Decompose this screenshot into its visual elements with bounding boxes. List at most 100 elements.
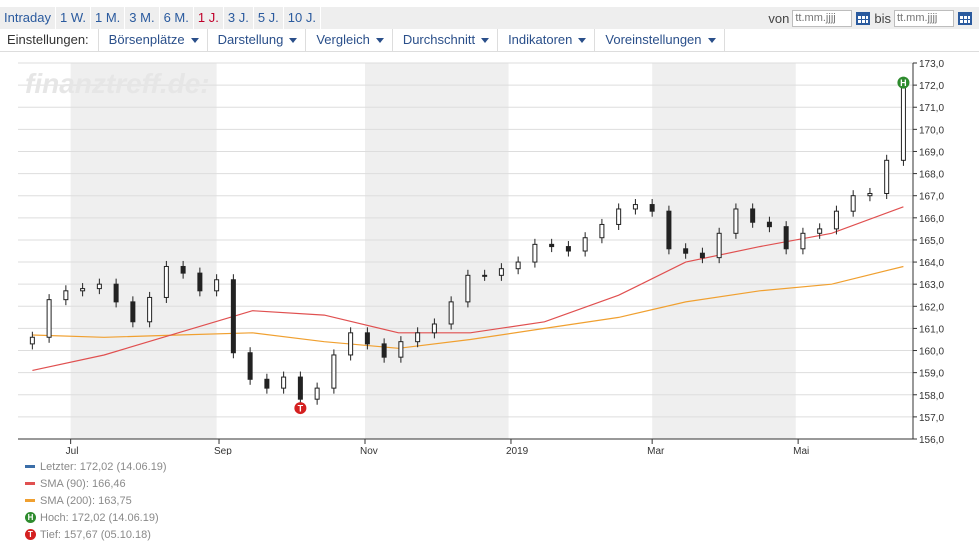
to-label: bis (874, 10, 891, 26)
menu-dropdown-label: Durchschnitt (402, 32, 476, 47)
candle-body (616, 208, 622, 225)
x-tick-label: Mai (793, 446, 809, 455)
legend-item: SMA (200): 163,75 (25, 492, 167, 509)
month-band (652, 63, 796, 439)
candle-body (46, 299, 52, 338)
candle-body (364, 332, 370, 345)
chevron-down-icon (375, 38, 384, 44)
y-tick-label: 157,0 (919, 413, 944, 424)
menu-dropdown[interactable]: Voreinstellungen (595, 29, 725, 51)
candle-body (515, 261, 521, 270)
period-tab[interactable]: 3 M. (125, 7, 160, 29)
y-tick-label: 156,0 (919, 435, 944, 446)
candle-body (113, 283, 119, 303)
candle-body (649, 204, 655, 212)
legend-swatch (25, 465, 35, 468)
menu-dropdown-label: Indikatoren (508, 32, 573, 47)
candle-body (733, 208, 739, 234)
candle-body (867, 192, 873, 197)
watermark: finanztreff.de: (25, 68, 210, 99)
chevron-down-icon (289, 38, 298, 44)
y-tick-label: 161,0 (919, 324, 944, 335)
candle-body (900, 84, 906, 161)
candle-body (683, 248, 689, 254)
candle-body (448, 301, 454, 325)
menu-dropdown[interactable]: Indikatoren (498, 29, 596, 51)
calendar-icon[interactable] (855, 10, 871, 26)
x-tick-label: 2019 (506, 446, 529, 455)
x-tick-label: Mar (647, 446, 665, 455)
settings-menubar: Einstellungen: Börsenplätze Darstellung Ve… (0, 29, 979, 52)
to-date-input[interactable] (894, 9, 954, 27)
y-tick-label: 164,0 (919, 258, 944, 269)
price-chart: 173,0 172,0 171,0 170,0 169,0 168,0 167,0 166,0… (18, 59, 944, 455)
candle-body (381, 343, 387, 358)
period-tabs: Intraday 1 W. 1 M. 3 M. 6 M. 1 J. 3 J. 5 J. 10 J… (0, 7, 321, 29)
legend-item: SMA (90): 166,46 (25, 475, 167, 492)
y-tick-label: 166,0 (919, 214, 944, 225)
settings-menu-items: Börsenplätze Darstellung Vergleich Durchsch… (99, 29, 725, 51)
y-tick-label: 158,0 (919, 391, 944, 402)
candle-body (163, 265, 169, 298)
y-tick-label: 160,0 (919, 347, 944, 358)
period-tab[interactable]: 3 J. (224, 7, 254, 29)
period-tab[interactable]: 1 J. (194, 7, 224, 29)
candle-body (281, 376, 287, 389)
candle-body (884, 159, 890, 194)
x-tick-label: Jul (66, 446, 79, 455)
candle-body (264, 378, 270, 389)
candle-body (482, 274, 488, 277)
legend-swatch (25, 482, 35, 485)
candle-body (632, 204, 638, 210)
candle-body (465, 274, 471, 303)
candle-body (850, 195, 856, 212)
candle-body (96, 283, 102, 290)
candle-body (214, 279, 220, 292)
candle-body (549, 243, 555, 248)
candle-body (63, 290, 69, 301)
from-date-input[interactable] (792, 9, 853, 27)
candle-body (331, 354, 337, 389)
y-tick-label: 167,0 (919, 192, 944, 203)
menu-dropdown[interactable]: Vergleich (306, 29, 393, 51)
legend-swatch (25, 499, 35, 502)
low-marker (294, 402, 307, 415)
candle-body (532, 243, 538, 263)
legend-label: Letzter: 172,02 (14.06.19) (40, 460, 167, 473)
period-toolbar: Intraday 1 W. 1 M. 3 M. 6 M. 1 J. 3 J. 5 J. 10 J… (0, 7, 979, 29)
period-tab[interactable]: 1 M. (91, 7, 126, 29)
legend-item: T Tief: 157,67 (05.10.18) (25, 526, 167, 543)
y-tick-label: 171,0 (919, 103, 944, 114)
candle-body (147, 296, 153, 323)
candle-body (817, 228, 823, 234)
period-tab[interactable]: 5 J. (254, 7, 284, 29)
y-tick-label: 165,0 (919, 236, 944, 247)
high-marker (897, 76, 910, 89)
candle-body (314, 387, 320, 400)
marker-symbol: T (298, 404, 304, 414)
legend-marker: T (25, 529, 36, 540)
period-tab[interactable]: Intraday (0, 7, 56, 29)
settings-label: Einstellungen: (0, 29, 99, 51)
menu-dropdown-label: Voreinstellungen (605, 32, 702, 47)
candle-body (699, 252, 705, 259)
y-tick-label: 173,0 (919, 59, 944, 70)
period-tab[interactable]: 6 M. (160, 7, 194, 29)
candle-body (783, 226, 789, 250)
period-tab[interactable]: 1 W. (56, 7, 91, 29)
calendar-icon[interactable] (957, 10, 973, 26)
period-tab[interactable]: 10 J. (284, 7, 321, 29)
candle-body (666, 210, 672, 250)
candle-body (599, 223, 605, 239)
month-band (364, 63, 509, 439)
menu-dropdown[interactable]: Durchschnitt (393, 29, 499, 51)
date-range: von bis (765, 7, 973, 29)
legend-marker: H (25, 512, 36, 523)
legend-item: Letzter: 172,02 (14.06.19) (25, 458, 167, 475)
candle-body (716, 232, 722, 259)
legend-label: Tief: 157,67 (05.10.18) (40, 528, 151, 541)
chevron-down-icon (481, 38, 490, 44)
sma90-line (32, 206, 904, 371)
menu-dropdown[interactable]: Darstellung (208, 29, 307, 51)
menu-dropdown[interactable]: Börsenplätze (99, 29, 208, 51)
